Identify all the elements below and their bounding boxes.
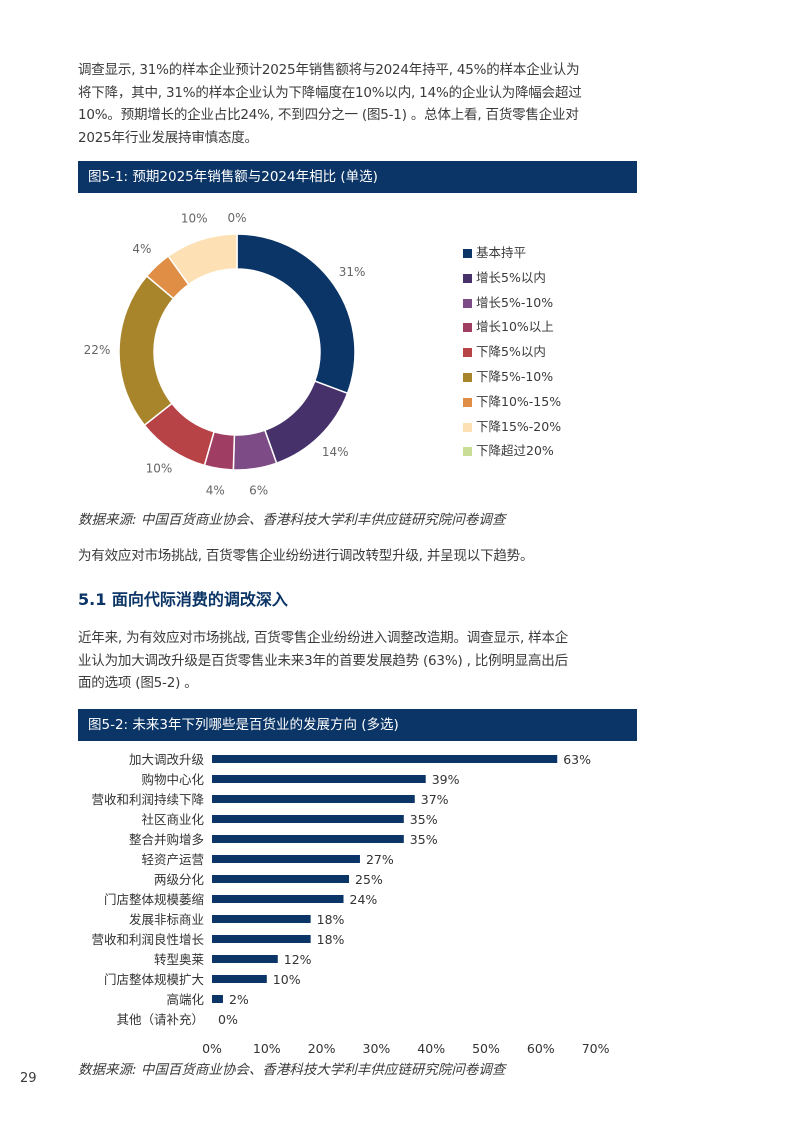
x-tick-label: 60%	[527, 1041, 555, 1056]
figure2-title: 图5-2: 未来3年下列哪些是百货业的发展方向 (多选)	[78, 709, 637, 741]
figure2-source: 数据来源: 中国百货商业协会、香港科技大学利丰供应链研究院问卷调查	[78, 1062, 506, 1078]
x-tick-label: 40%	[417, 1041, 445, 1056]
bar-category-label: 社区商业化	[141, 812, 204, 827]
bar-value-label: 18%	[317, 912, 345, 927]
legend-label: 下降超过20%	[476, 443, 554, 459]
bar	[212, 835, 404, 843]
legend-label: 增长10%以上	[476, 319, 554, 335]
figure1-source: 数据来源: 中国百货商业协会、香港科技大学利丰供应链研究院问卷调查	[78, 512, 506, 528]
bar	[212, 895, 344, 903]
bar-value-label: 24%	[350, 892, 378, 907]
page-number: 29	[20, 1071, 37, 1086]
bar-category-label: 购物中心化	[141, 772, 204, 787]
section-title: 5.1 面向代际消费的调改深入	[78, 590, 288, 609]
slice-label: 0%	[227, 211, 246, 225]
legend-label: 增长5%以内	[476, 269, 546, 285]
legend-label: 增长5%-10%	[476, 294, 554, 310]
x-tick-label: 30%	[363, 1041, 391, 1056]
bar	[212, 995, 223, 1003]
bar-value-label: 35%	[410, 832, 438, 847]
legend-swatch	[463, 273, 472, 283]
transition-paragraph: 为有效应对市场挑战, 百货零售企业纷纷进行调改转型升级, 并呈现以下趋势。	[78, 545, 638, 568]
bar-category-label: 整合并购增多	[129, 832, 204, 847]
legend-swatch	[463, 249, 472, 258]
donut-chart: 31% 14% 6% 4% 10% 22% 4% 10% 0%	[84, 211, 366, 497]
section-line: 业认为加大调改升级是百货零售业未来3年的首要发展趋势 (63%) , 比例明显高…	[78, 652, 568, 669]
bar-value-label: 25%	[355, 872, 383, 887]
bar-value-label: 63%	[563, 752, 591, 767]
section-paragraph: 近年来, 为有效应对市场挑战, 百货零售企业纷纷进入调整改造期。调查显示, 样本…	[78, 627, 638, 695]
bar	[212, 795, 415, 803]
bar-category-label: 转型奥莱	[154, 952, 204, 967]
intro-line: 将下降，其中, 31%的样本企业认为下降幅度在10%以内, 14%的企业认为降幅…	[78, 84, 582, 101]
bar-value-label: 0%	[218, 1012, 238, 1027]
x-tick-label: 50%	[472, 1041, 500, 1056]
bar-category-label: 轻资产运营	[141, 852, 204, 867]
slice-label: 31%	[339, 265, 366, 279]
bar-value-label: 18%	[317, 932, 345, 947]
donut-slice	[236, 233, 356, 395]
bar-category-label: 门店整体规模萎缩	[104, 892, 204, 907]
x-tick-label: 70%	[582, 1041, 610, 1056]
intro-line: 调查显示, 31%的样本企业预计2025年销售额将与2024年持平, 45%的样…	[78, 62, 580, 78]
bar	[212, 775, 426, 783]
donut-slice	[118, 274, 175, 427]
legend-label: 基本持平	[476, 245, 527, 260]
bar-value-label: 27%	[366, 852, 394, 867]
bar-category-label: 加大调改升级	[129, 752, 205, 767]
legend-label: 下降5%以内	[476, 344, 546, 360]
legend-swatch	[463, 348, 472, 358]
bar	[212, 755, 558, 763]
legend-swatch	[463, 422, 472, 432]
legend-swatch	[463, 298, 472, 308]
legend-swatch	[463, 372, 472, 382]
bar-value-label: 37%	[421, 792, 449, 807]
slice-label: 10%	[146, 461, 173, 475]
bar	[212, 815, 404, 823]
x-tick-label: 0%	[202, 1041, 222, 1056]
slice-label: 4%	[206, 483, 225, 497]
x-tick-label: 20%	[308, 1041, 336, 1056]
x-tick-label: 10%	[253, 1041, 281, 1056]
bar	[212, 855, 360, 863]
slice-label: 22%	[84, 343, 111, 357]
bar-category-label: 门店整体规模扩大	[104, 972, 204, 987]
bar-category-label: 营收和利润良性增长	[91, 932, 204, 947]
slice-label: 6%	[249, 483, 268, 497]
bar	[212, 915, 311, 923]
bar-category-label: 两级分化	[154, 872, 205, 887]
section-line: 近年来, 为有效应对市场挑战, 百货零售企业纷纷进入调整改造期。调查显示, 样本…	[78, 630, 569, 646]
slice-label: 14%	[322, 445, 349, 459]
legend-swatch	[463, 447, 472, 457]
bar-value-label: 35%	[410, 812, 438, 827]
intro-line: 2025年行业发展持审慎态度。	[78, 129, 258, 146]
bar-value-label: 2%	[229, 992, 249, 1007]
legend-swatch	[463, 323, 472, 333]
legend-label: 下降5%-10%	[476, 368, 554, 384]
legend-label: 下降10%-15%	[476, 393, 562, 409]
bar	[212, 875, 349, 883]
intro-line: 10%。预期增长的企业占比24%, 不到四分之一 (图5-1) 。总体上看, 百…	[78, 107, 579, 123]
bar-value-label: 10%	[273, 972, 301, 987]
legend-label: 下降15%-20%	[476, 418, 562, 434]
bar	[212, 975, 267, 983]
bar-category-label: 高端化	[166, 992, 204, 1007]
bar-category-label: 其他（请补充）	[116, 1012, 204, 1027]
bar-chart: 加大调改升级 63% 购物中心化 39% 营收和利润持续下降 37% 社区商业化 35% 整合并…	[91, 752, 610, 1056]
slice-label: 4%	[132, 242, 151, 256]
bar-value-label: 39%	[432, 772, 460, 787]
legend-swatch	[463, 397, 472, 407]
intro-paragraph: 调查显示, 31%的样本企业预计2025年销售额将与2024年持平, 45%的样…	[78, 59, 638, 149]
donut-slice	[167, 233, 238, 286]
bar-category-label: 营收和利润持续下降	[91, 792, 204, 807]
bar-value-label: 12%	[284, 952, 312, 967]
bar	[212, 935, 311, 943]
bar	[212, 955, 278, 963]
bar-category-label: 发展非标商业	[129, 912, 204, 927]
section-line: 面的选项 (图5-2) 。	[78, 675, 198, 691]
figure1-title: 图5-1: 预期2025年销售额与2024年相比 (单选)	[78, 161, 637, 193]
slice-label: 10%	[181, 212, 208, 226]
transition-line: 为有效应对市场挑战, 百货零售企业纷纷进行调改转型升级, 并呈现以下趋势。	[78, 548, 534, 564]
